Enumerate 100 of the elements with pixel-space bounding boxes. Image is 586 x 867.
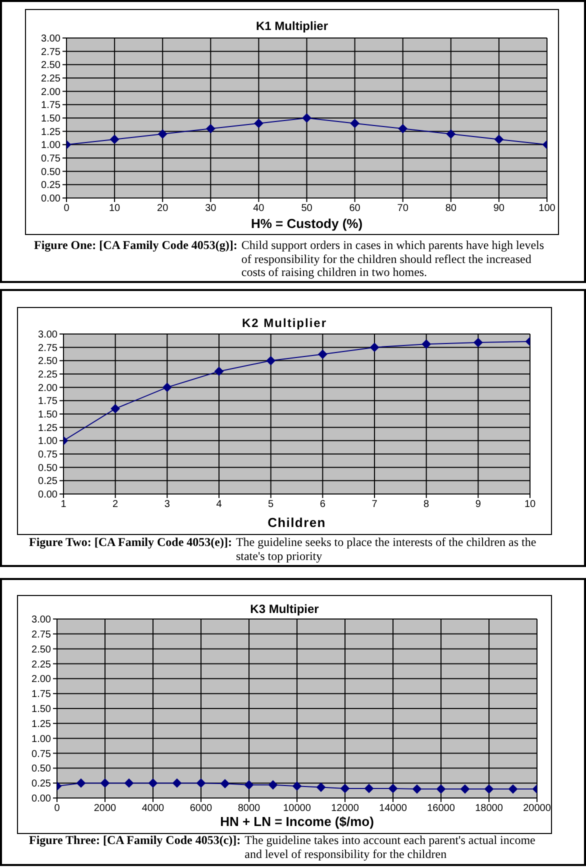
x-tick-label: 80 [445,203,457,214]
x-tick-label: 10000 [283,803,312,814]
x-axis-title: HN + LN = Income ($/mo) [220,814,374,829]
y-tick-label: 1.25 [41,126,61,138]
y-tick-label: 0.75 [38,450,58,461]
text: The guideline takes into account each parent's actual income and level of responsibility for the children [244,833,536,861]
text: Figure One: [CA Family Code 4053(g)]: [34,238,238,252]
text: Figure Two: [CA Family Code 4053(e)]: [29,535,232,549]
y-tick-label: 0.75 [41,154,61,165]
y-tick-label: 3.00 [41,34,61,45]
point [446,130,456,138]
text: Child support orders in cases in which parents have high levels of responsibility for the children should reflect the increased costs of raising children in two homes. [241,238,544,279]
point [162,382,172,392]
y-tick-label: 0.25 [32,778,52,790]
y-tick-label: 1.75 [41,100,61,112]
point [158,130,168,138]
x-tick-label: 8000 [238,803,261,814]
x-tick-label: 8 [424,499,430,510]
point [110,134,120,144]
x-tick-label: 20 [157,203,169,214]
x-axis-title: Children [268,515,326,530]
y-tick-label: 0.00 [41,194,61,205]
x-tick-label: 12000 [331,803,360,814]
x-tick-label: 0 [64,203,70,214]
y-tick-label: 1.00 [38,436,58,448]
x-tick-label: 40 [253,203,265,214]
x-tick-label: 2 [112,499,119,510]
y-tick-label: 2.25 [41,74,61,85]
x-tick-label: 2000 [94,803,117,814]
point [494,134,504,144]
y-tick-label: 1.50 [32,704,52,716]
x-tick-label: 18000 [475,803,504,814]
point [422,340,431,349]
x-tick-label: 3 [164,499,170,510]
x-tick-label: 4 [216,499,222,510]
y-tick-label: 1.25 [38,422,58,434]
y-tick-label: 0.00 [32,794,52,805]
x-tick-label: 9 [475,499,482,510]
point [318,350,328,359]
x-tick-label: 10 [108,203,121,214]
point [474,338,483,348]
y-tick-label: 2.75 [41,46,61,58]
y-tick-label: 1.50 [41,114,61,125]
y-tick-label: 2.00 [38,382,58,394]
y-tick-label: 2.75 [32,629,52,640]
y-tick-label: 0.75 [32,748,52,760]
y-tick-label: 0.25 [41,180,61,192]
x-tick-label: 4000 [142,803,165,814]
point [350,118,360,128]
y-tick-label: 2.25 [32,659,52,670]
y-tick-label: 1.00 [32,734,52,745]
x-tick-label: 90 [493,203,505,214]
point [214,366,224,376]
x-tick-label: 70 [397,203,409,214]
y-tick-label: 1.50 [38,410,58,421]
y-tick-label: 2.50 [32,644,52,656]
text: The guideline seeks to place the interests of the children as the state's top priority [236,535,536,563]
x-tick-label: 5 [268,499,274,510]
x-tick-label: 7 [372,499,378,510]
point [302,114,312,122]
chart-title: K3 Multipier [250,602,319,616]
y-tick-label: 0.50 [41,166,61,178]
y-tick-label: 3.00 [32,614,52,626]
x-tick-label: 16000 [427,803,456,814]
point [110,404,120,414]
x-tick-label: 30 [205,203,217,214]
y-tick-label: 2.75 [38,342,58,354]
x-tick-label: 50 [301,203,313,214]
y-tick-label: 2.00 [41,86,61,98]
y-tick-label: 1.75 [32,689,52,700]
x-tick-label: 14000 [379,803,408,814]
y-tick-label: 1.25 [32,718,52,730]
x-tick-label: 100 [538,203,556,214]
y-tick-label: 2.50 [41,60,61,72]
x-tick-label: 6000 [190,803,213,814]
x-tick-label: 20000 [523,803,552,814]
x-axis-title: H% = Custody (%) [250,216,363,231]
y-tick-label: 2.00 [32,674,52,686]
text: Figure Three: [CA Family Code 4053(c)]: [29,833,241,847]
x-tick-label: 10 [524,499,536,510]
y-tick-label: 2.25 [38,370,58,381]
point [398,124,408,134]
point [266,356,276,366]
point [254,118,264,128]
x-tick-label: 60 [349,203,361,214]
point [206,124,216,134]
y-tick-label: 3.00 [38,330,58,341]
y-tick-label: 0.50 [32,764,52,775]
y-tick-label: 0.00 [38,490,58,501]
y-tick-label: 2.50 [38,356,58,368]
y-tick-label: 0.25 [38,476,58,488]
chart-title: K1 Multiplier [256,19,328,33]
chart-title: K2 Multiplier [242,316,327,330]
y-tick-label: 1.00 [41,140,61,152]
y-tick-label: 0.50 [38,462,58,474]
x-tick-label: 6 [320,499,326,510]
x-tick-label: 1 [60,499,67,510]
x-tick-label: 0 [54,803,60,814]
y-tick-label: 1.75 [38,396,58,408]
point [370,342,379,352]
